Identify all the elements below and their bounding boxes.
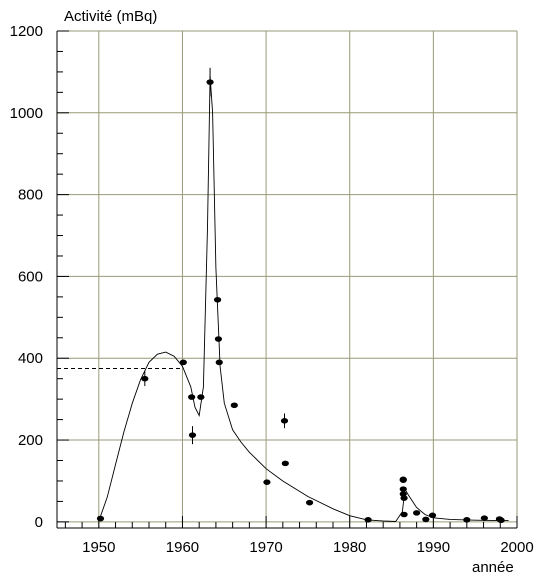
y-tick-label-0: 0 — [35, 514, 43, 531]
curve-line — [98, 75, 509, 522]
data-point — [305, 499, 314, 506]
y-tick-label-1: 200 — [18, 432, 43, 449]
data-point — [263, 479, 271, 485]
data-point — [215, 359, 223, 366]
data-point — [399, 486, 407, 492]
x-tick-label-2: 1970 — [249, 539, 282, 556]
data-point — [428, 512, 437, 519]
grid — [57, 30, 518, 528]
x-tick-label-4: 1990 — [417, 539, 450, 556]
data-point — [399, 477, 407, 483]
fitted-curve — [98, 75, 509, 522]
data-point — [206, 79, 214, 85]
data-point — [281, 460, 289, 467]
y-tick-label-6: 1200 — [10, 23, 43, 40]
data-point — [230, 402, 238, 409]
y-tick-label-2: 400 — [18, 350, 43, 367]
y-axis-title: Activité (mBq) — [64, 8, 157, 25]
data-point — [497, 517, 505, 524]
data-point — [179, 359, 187, 366]
x-tick-label-3: 1980 — [333, 539, 366, 556]
data-point — [364, 517, 372, 523]
data-point — [188, 394, 196, 400]
data-point — [188, 432, 197, 438]
data-point — [463, 517, 471, 523]
data-point — [213, 296, 222, 303]
data-point — [280, 418, 289, 424]
x-tick-label-0: 1950 — [82, 539, 115, 556]
y-tick-label-3: 600 — [18, 268, 43, 285]
data-point — [214, 336, 223, 342]
data-point — [480, 515, 488, 521]
data-points — [96, 67, 505, 524]
data-point — [197, 394, 205, 400]
data-point — [96, 515, 105, 522]
data-point — [400, 495, 408, 501]
x-tick-label-5: 2000 — [500, 539, 533, 556]
data-point — [400, 511, 408, 518]
data-point — [141, 375, 149, 382]
y-tick-label-5: 1000 — [10, 105, 43, 122]
x-axis-title: année — [472, 559, 514, 576]
x-tick-label-1: 1960 — [166, 539, 199, 556]
y-tick-label-4: 800 — [18, 187, 43, 204]
data-point — [422, 516, 430, 523]
data-point — [413, 510, 421, 516]
axes: 0 200 400 600 800 1000 1200 1950 1960 1970 1980 199… — [10, 23, 534, 556]
